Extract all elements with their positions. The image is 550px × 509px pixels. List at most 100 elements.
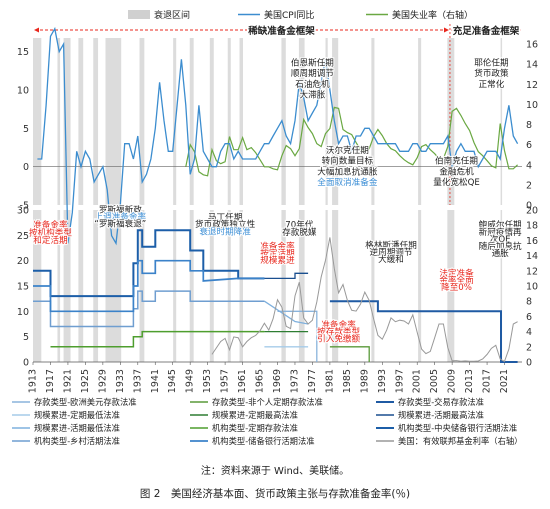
- annotation-text: 按机构类型: [29, 226, 72, 238]
- bottom-right-tick-label: 12: [526, 266, 538, 277]
- cpi-line: [37, 26, 519, 246]
- recession-band-bottom: [281, 210, 286, 362]
- recession-band-top: [105, 38, 122, 205]
- recession-band-top: [500, 38, 503, 205]
- annotation-text: 准备金率: [321, 319, 356, 331]
- legend-label-top: 衰退区间: [154, 9, 190, 21]
- x-tick-label: 1945: [167, 369, 178, 393]
- recession-band-bottom: [63, 210, 71, 362]
- legend-label-bottom: 存款类型-交易存款法准: [398, 397, 484, 407]
- annotation-text: 按存款类型: [317, 326, 360, 338]
- recession-band-bottom: [227, 210, 231, 362]
- x-tick-label: 1981: [324, 369, 335, 393]
- annotation-text: 石油危机: [295, 78, 330, 90]
- recession-band-bottom: [57, 210, 61, 362]
- recession-band-bottom: [139, 210, 145, 362]
- annotation-text: 随后加息抗: [479, 240, 522, 252]
- top-right-tick-label: 4: [526, 160, 532, 171]
- annotation-text: 次QE: [490, 233, 511, 245]
- top-right-tick-label: 2: [526, 180, 532, 191]
- recession-band-bottom: [173, 210, 177, 362]
- annotation-text: 大缓和: [378, 253, 404, 265]
- recession-band-top: [332, 38, 339, 205]
- annotation-text: “罗斯福衰退”: [94, 218, 146, 230]
- bottom-left-tick-label: 20: [17, 256, 29, 267]
- annotation-text: 规模累进: [260, 255, 295, 266]
- regime-label: 充足准备金框架: [453, 25, 520, 37]
- x-tick-label: 1961: [237, 369, 248, 393]
- legend-label-top: 美国CPI同比: [264, 9, 314, 21]
- legend-label-bottom: 规模累进-定期最高法准: [212, 410, 298, 420]
- x-tick-label: 1969: [272, 369, 283, 393]
- top-right-tick-label: 8: [526, 120, 532, 131]
- recession-band-bottom: [189, 210, 194, 362]
- recession-band-top: [298, 38, 305, 205]
- annotation-text: 鲍威尔任期: [479, 219, 522, 231]
- top-left-tick-label: 5: [23, 124, 29, 135]
- x-tick-label: 1941: [150, 369, 161, 393]
- legend-label-bottom: 美国：有效联邦基金利率（右轴）: [398, 436, 522, 446]
- bottom-right-tick-label: 0: [526, 358, 532, 369]
- x-tick-label: 1913: [28, 369, 39, 393]
- annotation-text: 沃尔克任期: [326, 144, 369, 156]
- legend-label-bottom: 规模累进-活期最低法准: [34, 423, 120, 433]
- annotation-text: 马丁任期: [208, 211, 242, 223]
- x-tick-label: 1921: [62, 369, 73, 393]
- recession-band-top: [63, 38, 71, 205]
- annotation-text: 顺周期调节: [291, 68, 334, 79]
- top-left-tick-label: 10: [17, 86, 29, 97]
- x-tick-label: 1953: [202, 369, 213, 393]
- x-tick-label: 2021: [499, 369, 510, 393]
- figure-caption: 图 2 美国经济基本面、货币政策主张与存款准备金率(％): [140, 487, 410, 500]
- x-tick-label: 1977: [307, 369, 318, 393]
- annotation-text: 伯南克任期: [435, 155, 478, 167]
- legend-label-bottom: 存款类型-非个人定期存款法准: [212, 397, 323, 407]
- recession-band-top: [418, 38, 422, 205]
- series-line: [211, 237, 518, 363]
- axes: 151050-516141210864203025201510502018161…: [17, 24, 538, 394]
- series-line: [50, 330, 265, 348]
- annotation-text: 正常化: [479, 78, 505, 90]
- bottom-left-tick-label: 25: [17, 231, 29, 242]
- bottom-right-tick-label: 8: [526, 297, 532, 308]
- series-line: [33, 229, 265, 298]
- recession-band-top: [93, 38, 99, 205]
- series-line: [33, 259, 265, 313]
- bottom-left-tick-label: 0: [23, 358, 29, 369]
- bottom-left-tick-label: 5: [23, 332, 29, 343]
- source-note: 注：资料来源于 Wind、美联储。: [201, 464, 349, 477]
- recession-band-top: [173, 38, 177, 205]
- x-tick-label: 2013: [464, 369, 475, 393]
- bottom-right-tick-label: 6: [526, 312, 532, 323]
- annotation-text: 伯恩斯任期: [291, 56, 334, 68]
- recession-band-top: [57, 38, 61, 205]
- recession-band-bottom: [325, 210, 328, 362]
- series-line: [33, 290, 265, 328]
- x-tick-label: 1957: [220, 369, 231, 393]
- recession-band-top: [209, 38, 214, 205]
- legend-label-bottom: 机构类型-中央储备银行活期法准: [398, 423, 517, 433]
- annotation-text: 准备金率: [260, 240, 295, 252]
- top-right-tick-label: 10: [526, 100, 538, 111]
- recession-band-bottom: [209, 210, 214, 362]
- x-tick-label: 1965: [255, 369, 266, 393]
- annotation-text: 转向数量目标: [322, 155, 374, 167]
- annotation-text: 大幅加息抗通胀: [317, 165, 378, 177]
- annotation-text: 法定准备: [439, 267, 474, 279]
- x-tick-label: 1949: [185, 369, 196, 393]
- x-tick-label: 2017: [482, 369, 493, 393]
- recession-band-top: [139, 38, 145, 205]
- legend-label-top: 美国失业率（右轴）: [392, 9, 473, 21]
- legends: 衰退区间 美国CPI同比 美国失业率（右轴） 存款类型-欧洲美元存款法准 存款类型-非个…: [12, 9, 522, 446]
- annotation-text: 通胀: [492, 248, 510, 259]
- legend-label-bottom: 机构类型-乡村活期法准: [34, 436, 120, 446]
- top-right-tick-label: 12: [526, 80, 538, 91]
- legend-label-bottom: 机构类型-储备银行活期法准: [212, 436, 315, 446]
- recession-band-bottom: [105, 210, 122, 362]
- recession-band-top: [239, 38, 244, 205]
- legend-label-bottom: 机构类型-定期存款法准: [212, 423, 298, 433]
- recession-band-bottom: [93, 210, 99, 362]
- x-tick-label: 2009: [447, 369, 458, 393]
- recession-band-top: [78, 38, 84, 205]
